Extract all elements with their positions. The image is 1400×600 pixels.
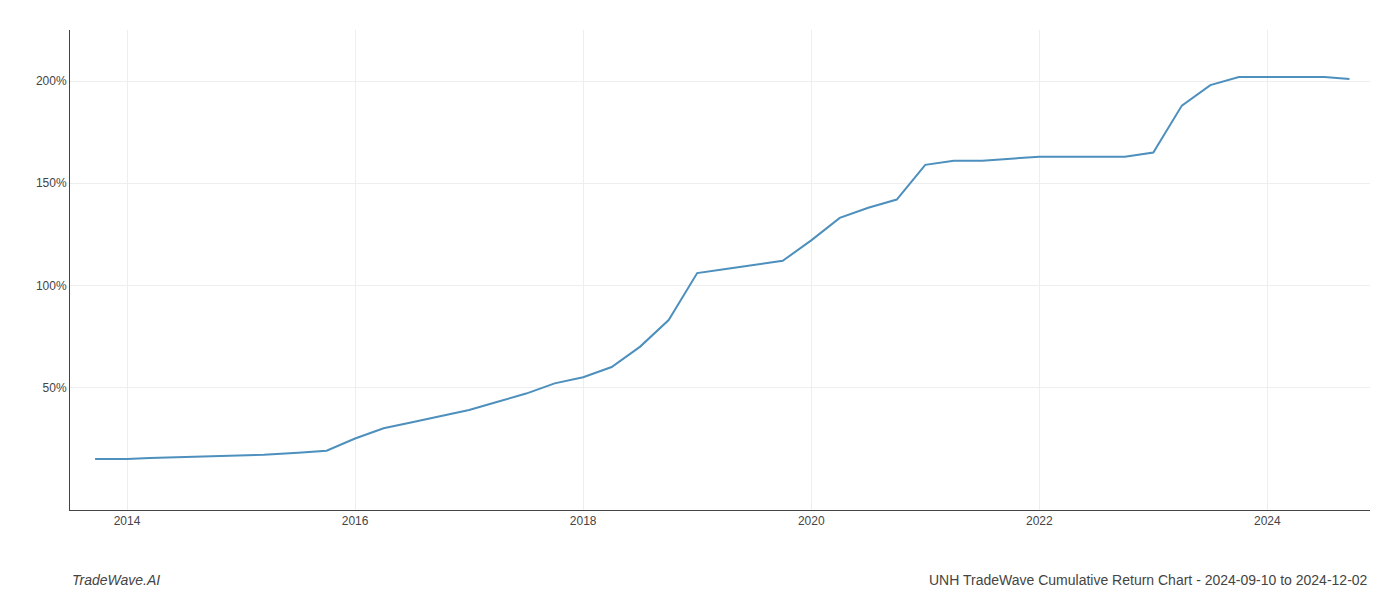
svg-text:150%: 150% (36, 176, 67, 190)
svg-text:100%: 100% (36, 279, 67, 293)
svg-text:UNH TradeWave Cumulative Retur: UNH TradeWave Cumulative Return Chart - … (929, 572, 1368, 588)
svg-text:2018: 2018 (570, 514, 597, 528)
svg-text:50%: 50% (43, 381, 67, 395)
svg-text:2016: 2016 (342, 514, 369, 528)
svg-text:200%: 200% (36, 74, 67, 88)
svg-text:2014: 2014 (114, 514, 141, 528)
svg-text:2020: 2020 (798, 514, 825, 528)
svg-text:2022: 2022 (1026, 514, 1053, 528)
svg-text:TradeWave.AI: TradeWave.AI (72, 572, 160, 588)
svg-text:2024: 2024 (1254, 514, 1281, 528)
